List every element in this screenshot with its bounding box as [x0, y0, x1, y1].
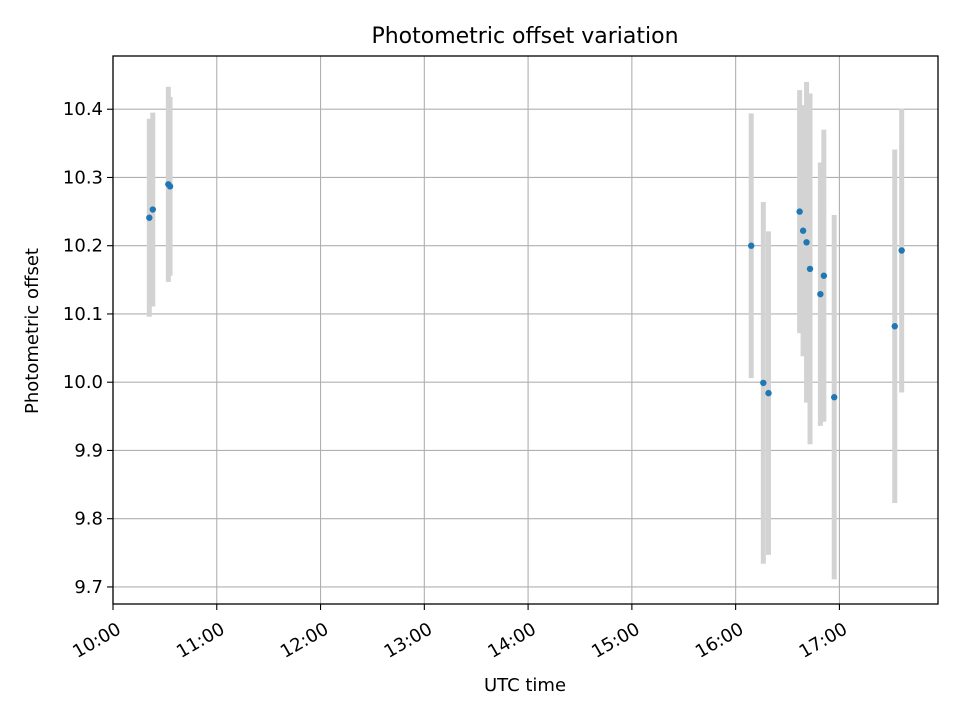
y-tick-label: 9.8 — [74, 509, 103, 530]
data-point — [803, 239, 810, 246]
data-point — [765, 389, 772, 397]
data-point — [898, 247, 905, 254]
data-point — [799, 227, 807, 234]
data-point — [796, 208, 803, 215]
data-points — [146, 181, 905, 401]
y-tick-label: 9.7 — [74, 577, 103, 598]
x-axis-label: UTC time — [484, 675, 566, 696]
data-point — [760, 379, 767, 387]
data-point — [166, 183, 174, 190]
y-tick-label: 10.3 — [63, 167, 103, 188]
plot-frame — [112, 55, 939, 605]
y-axis: 9.7 9.8 9.9 10.0 10.1 10.2 10.3 10.4 — [63, 99, 113, 598]
chart-title: Photometric offset variation — [371, 24, 678, 49]
y-tick-label: 10.1 — [63, 304, 103, 325]
y-tick-label: 10.2 — [63, 236, 103, 257]
data-point — [149, 206, 156, 213]
data-point — [817, 290, 824, 298]
data-point — [806, 265, 814, 273]
data-point — [748, 242, 755, 249]
data-point — [820, 272, 828, 279]
y-tick-label: 10.0 — [63, 372, 103, 393]
y-tick-label: 9.9 — [74, 440, 103, 461]
data-point — [146, 214, 153, 221]
y-tick-label: 10.4 — [63, 99, 103, 120]
y-axis-label: Photometric offset — [22, 248, 43, 414]
data-point — [891, 323, 898, 330]
data-point — [831, 394, 838, 401]
